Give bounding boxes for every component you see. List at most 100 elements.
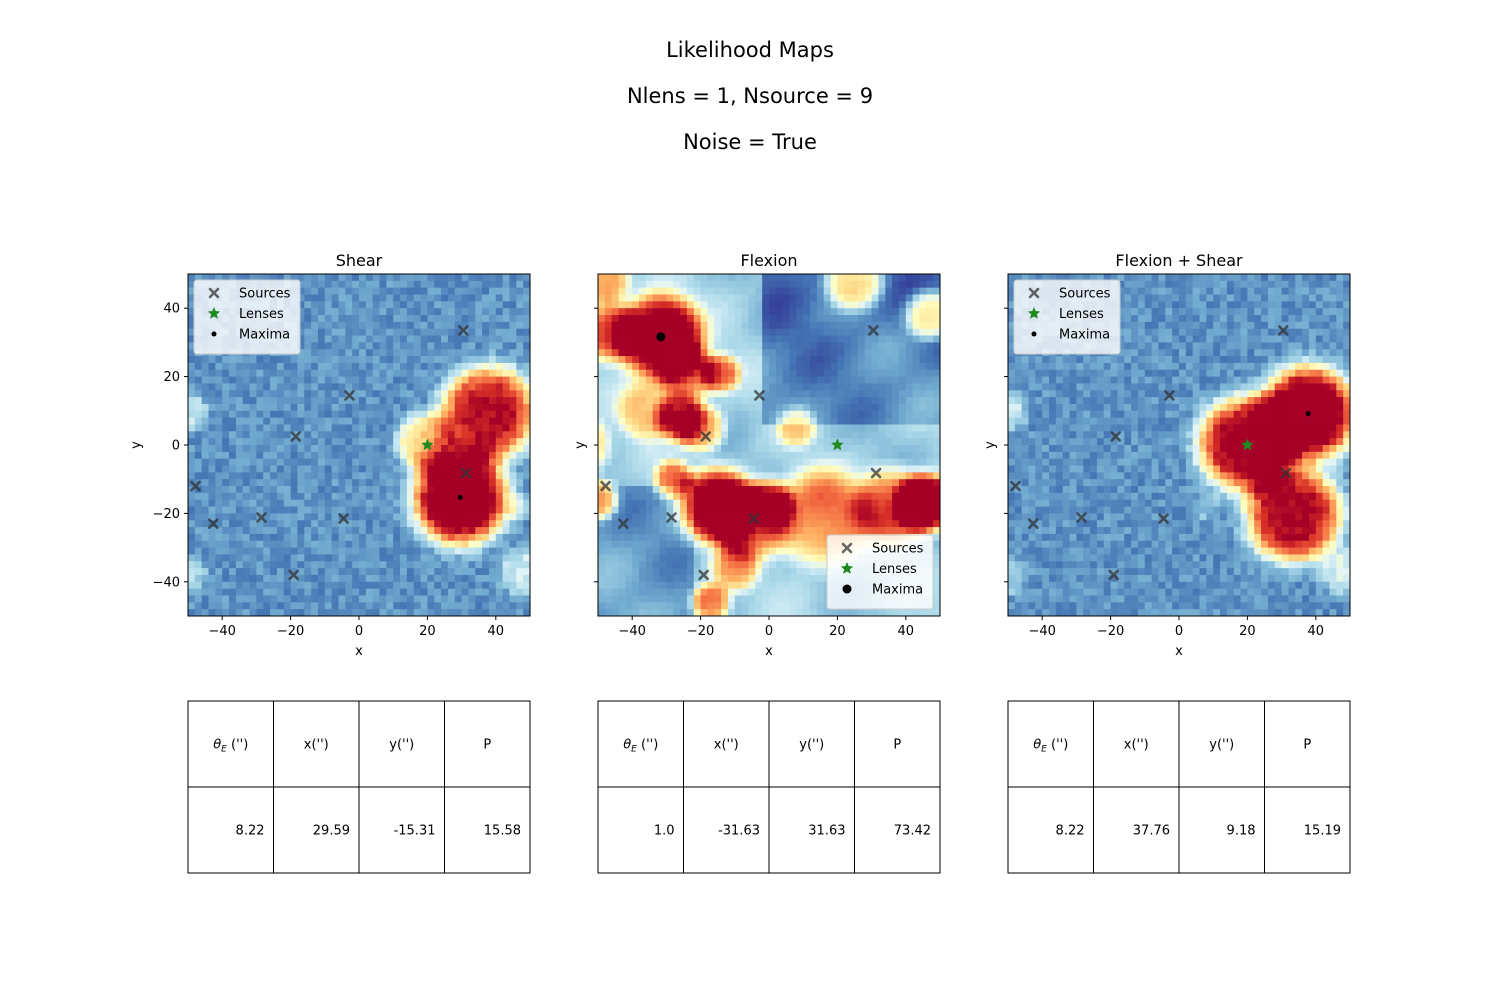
ytick-label: 40 <box>163 302 180 317</box>
y-axis-label: y <box>573 441 588 449</box>
table-cell <box>273 786 360 874</box>
table-header-cell <box>854 700 941 788</box>
xtick-label: 0 <box>765 624 773 639</box>
table-value: 8.22 <box>1056 824 1085 839</box>
xtick-label: 20 <box>419 624 436 639</box>
legend-label: Maxima <box>1059 328 1110 343</box>
source-marker <box>868 325 879 336</box>
legend-label: Lenses <box>1059 307 1104 322</box>
panel-1: −40 −20 0 20 40 −40 −20 0 20 40 x y Shear Sources Lens… <box>129 251 531 874</box>
table-cell <box>1093 786 1180 874</box>
results-table: θE ('') x('') y('') P 8.22 37.76 9.18 15.19 <box>1007 700 1351 874</box>
legend-label: Sources <box>239 287 291 302</box>
table-cell <box>187 786 274 874</box>
table-header-label: y('') <box>389 738 414 753</box>
table-header-label: P <box>483 738 491 753</box>
source-marker <box>1010 480 1021 492</box>
legend-lenses-icon <box>840 561 854 574</box>
legend-sources-icon <box>1028 287 1040 299</box>
xtick-label: 40 <box>488 624 505 639</box>
xtick-label: 0 <box>355 624 363 639</box>
markers <box>600 325 882 581</box>
table-cell <box>1178 786 1265 874</box>
legend-label: Sources <box>1059 287 1111 302</box>
figure-title-line-2: Nlens = 1, Nsource = 9 <box>626 84 874 108</box>
legend-maxima-icon <box>1031 331 1037 337</box>
table-header-cell <box>1007 700 1094 788</box>
source-marker <box>1076 512 1087 523</box>
heatmap <box>1008 274 1350 616</box>
figure-title: Likelihood Maps Nlens = 1, Nsource = 9 N… <box>0 16 1500 177</box>
legend-maxima-icon <box>211 331 217 337</box>
legend-sources-icon <box>208 287 220 299</box>
source-marker <box>256 512 267 523</box>
legend-frame <box>826 534 934 610</box>
legend-frame <box>1013 279 1121 355</box>
table-header-label: θE ('') <box>213 738 248 755</box>
panel-3: −40 −20 0 20 40 x y Flexion + Shear Sources Lense… <box>983 251 1351 874</box>
source-marker <box>870 467 882 479</box>
table-header-cell <box>683 700 770 788</box>
xtick-label: −40 <box>618 624 645 639</box>
source-marker <box>1278 325 1289 336</box>
table-value: 73.42 <box>894 824 931 839</box>
table-header-label: y('') <box>1209 738 1234 753</box>
legend-sources-icon <box>841 542 853 554</box>
xtick-label: −40 <box>208 624 235 639</box>
table-header-cell <box>1264 700 1351 788</box>
lens-marker <box>1241 438 1254 451</box>
table-value: 15.19 <box>1304 824 1341 839</box>
panel-title: Shear <box>336 251 383 270</box>
source-marker <box>754 390 765 401</box>
source-marker <box>1110 431 1122 442</box>
legend-lenses-icon <box>207 306 221 319</box>
ytick-label: −20 <box>153 507 180 522</box>
table-cell <box>854 786 941 874</box>
xtick-label: 40 <box>898 624 915 639</box>
table-cell <box>1264 786 1351 874</box>
table-header-label: y('') <box>799 738 824 753</box>
table-header-label: θE ('') <box>623 738 658 755</box>
table-cell <box>683 786 770 874</box>
heatmap <box>598 274 940 616</box>
xtick-label: −20 <box>687 624 714 639</box>
source-marker <box>190 480 201 492</box>
xtick-label: −40 <box>1028 624 1055 639</box>
source-marker <box>700 431 712 442</box>
source-marker <box>458 325 469 336</box>
figure-title-line-3: Noise = True <box>683 130 817 154</box>
markers <box>190 325 472 581</box>
lens-marker <box>421 438 434 451</box>
table-header-cell <box>1093 700 1180 788</box>
source-marker <box>618 518 629 529</box>
table-header-label: P <box>1303 738 1311 753</box>
table-value: 8.22 <box>236 824 265 839</box>
xtick-label: 40 <box>1308 624 1325 639</box>
maxima-marker <box>457 494 463 500</box>
table-value: 1.0 <box>654 824 675 839</box>
source-marker <box>1028 518 1039 529</box>
xtick-label: 20 <box>829 624 846 639</box>
xtick-label: −20 <box>1097 624 1124 639</box>
xtick-label: 20 <box>1239 624 1256 639</box>
source-marker <box>460 467 472 479</box>
panel-title: Flexion + Shear <box>1115 251 1243 270</box>
ytick-label: 20 <box>163 370 180 385</box>
table-cell <box>1007 786 1094 874</box>
legend: Sources Lenses Maxima <box>1013 279 1121 355</box>
panel-2: −40 −20 0 20 40 x y Flexion Sources Lenses Maxima θ… <box>573 251 941 874</box>
y-axis-label: y <box>129 441 144 449</box>
x-axis-label: x <box>1175 644 1183 659</box>
legend-frame <box>193 279 301 355</box>
table-header-cell <box>1178 700 1265 788</box>
table-header-label: x('') <box>1124 738 1149 753</box>
legend-label: Lenses <box>239 307 284 322</box>
maxima-marker <box>656 332 666 342</box>
table-header-label: P <box>893 738 901 753</box>
markers <box>1010 325 1311 581</box>
source-marker <box>1158 513 1169 524</box>
table-value: -15.31 <box>394 824 436 839</box>
source-marker <box>338 513 349 524</box>
table-header-cell <box>273 700 360 788</box>
